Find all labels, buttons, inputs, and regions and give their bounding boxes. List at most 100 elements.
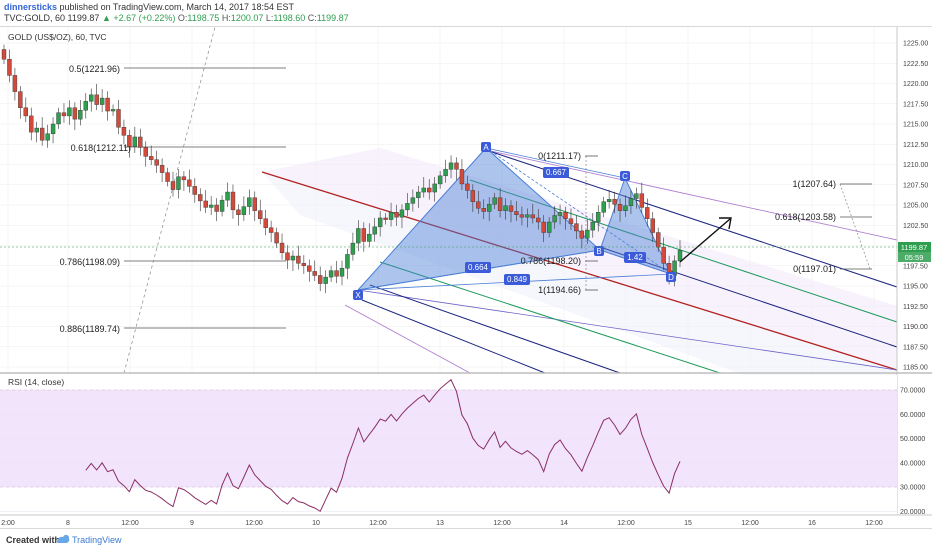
candle-body[interactable] <box>89 94 94 102</box>
candle-body[interactable] <box>530 214 536 219</box>
fork-median-line[interactable] <box>261 171 898 371</box>
chart-canvas[interactable]: 0.5(1221.96) 0.618(1212.11) 0.786(1198.0… <box>0 27 932 550</box>
price-axis[interactable] <box>897 27 932 373</box>
pitchfork[interactable] <box>261 149 898 404</box>
candle-body[interactable] <box>661 246 666 264</box>
candle-body[interactable] <box>443 169 448 177</box>
candle-body[interactable] <box>165 172 170 182</box>
candle-body[interactable] <box>208 204 214 208</box>
candle-body[interactable] <box>508 205 514 212</box>
candle-body[interactable] <box>252 197 257 211</box>
candle-body[interactable] <box>634 193 639 199</box>
projection-arrow[interactable] <box>679 217 732 263</box>
candle-body[interactable] <box>377 217 383 228</box>
candle-body[interactable] <box>219 199 225 212</box>
candle-body[interactable] <box>541 221 546 233</box>
candle-body[interactable] <box>410 197 416 204</box>
candle-body[interactable] <box>388 212 394 220</box>
candle-body[interactable] <box>361 228 367 242</box>
fib-level-lines[interactable] <box>124 67 872 329</box>
candle-body[interactable] <box>67 107 72 117</box>
candle-body[interactable] <box>110 109 116 112</box>
candle-body[interactable] <box>623 205 628 211</box>
candle-body[interactable] <box>225 191 230 201</box>
candle-body[interactable] <box>12 75 18 92</box>
candle-body[interactable] <box>247 197 252 207</box>
candle-body[interactable] <box>159 165 165 173</box>
rsi-line[interactable] <box>85 378 681 513</box>
fork-lower-outer[interactable] <box>344 304 471 374</box>
candle-body[interactable] <box>176 176 181 190</box>
candle-body[interactable] <box>72 107 78 120</box>
candle-body[interactable] <box>23 107 29 117</box>
candle-body[interactable] <box>563 212 568 219</box>
candle-body[interactable] <box>307 265 312 272</box>
candle-body[interactable] <box>83 101 88 111</box>
candle-body[interactable] <box>143 147 148 157</box>
candle-body[interactable] <box>187 179 192 187</box>
candle-body[interactable] <box>192 186 198 195</box>
candle-body[interactable] <box>557 212 563 216</box>
candle-body[interactable] <box>497 197 503 211</box>
candle-body[interactable] <box>236 209 241 215</box>
candle-body[interactable] <box>198 194 203 202</box>
candle-body[interactable] <box>448 162 454 170</box>
candle-body[interactable] <box>285 252 290 261</box>
candle-body[interactable] <box>372 226 377 235</box>
candle-body[interactable] <box>241 206 247 215</box>
symbol-label[interactable]: TVC:GOLD, 60 <box>4 13 66 23</box>
candle-body[interactable] <box>296 255 301 264</box>
candle-body[interactable] <box>345 254 350 269</box>
candle-body[interactable] <box>132 136 138 147</box>
candle-body[interactable] <box>655 232 661 248</box>
candle-body[interactable] <box>301 263 307 266</box>
candle-body[interactable] <box>127 135 132 147</box>
candle-body[interactable] <box>334 270 339 277</box>
candle-body[interactable] <box>181 176 187 181</box>
candle-body[interactable] <box>39 127 45 141</box>
candle-body[interactable] <box>481 208 486 212</box>
candle-body[interactable] <box>94 94 99 105</box>
candle-body[interactable] <box>78 110 83 120</box>
candle-body[interactable] <box>214 204 219 212</box>
candle-body[interactable] <box>519 214 525 218</box>
candle-body[interactable] <box>45 133 50 141</box>
candle-body[interactable] <box>514 211 519 215</box>
fork-handle-line[interactable] <box>357 289 898 371</box>
candle-body[interactable] <box>427 187 432 193</box>
candle-body[interactable] <box>503 205 508 211</box>
fork-upper-green[interactable] <box>469 179 898 323</box>
candle-body[interactable] <box>492 197 497 205</box>
candle-body[interactable] <box>7 59 12 76</box>
candle-body[interactable] <box>476 201 481 209</box>
candle-body[interactable] <box>50 123 56 134</box>
candle-body[interactable] <box>367 233 372 242</box>
candle-body[interactable] <box>552 215 557 223</box>
fork-lower-navy-2[interactable] <box>361 299 546 374</box>
candle-body[interactable] <box>612 199 617 205</box>
candle-body[interactable] <box>154 159 159 166</box>
candle-body[interactable] <box>432 183 437 193</box>
candle-body[interactable] <box>405 203 410 211</box>
candle-body[interactable] <box>350 242 356 255</box>
author-link[interactable]: dinnersticks <box>4 2 58 12</box>
candle-body[interactable] <box>323 276 328 284</box>
time-axis[interactable] <box>0 515 932 527</box>
point-d-badge[interactable] <box>666 272 676 282</box>
candle-body[interactable] <box>585 229 590 239</box>
candle-body[interactable] <box>383 217 388 220</box>
fork-upper-outer[interactable] <box>485 149 898 241</box>
candle-body[interactable] <box>121 127 127 136</box>
candle-body[interactable] <box>606 199 612 202</box>
candle-body[interactable] <box>34 127 39 133</box>
fork-lower-green-2[interactable] <box>379 261 721 374</box>
point-x-badge[interactable] <box>353 290 363 300</box>
candle-body[interactable] <box>596 212 601 223</box>
candle-body[interactable] <box>138 136 143 148</box>
candle-body[interactable] <box>203 200 208 208</box>
candle-body[interactable] <box>601 201 606 213</box>
candle-body[interactable] <box>536 217 541 223</box>
candle-body[interactable] <box>18 91 23 108</box>
pattern-points[interactable]: A C B X D <box>353 142 676 300</box>
candle-body[interactable] <box>61 112 67 117</box>
